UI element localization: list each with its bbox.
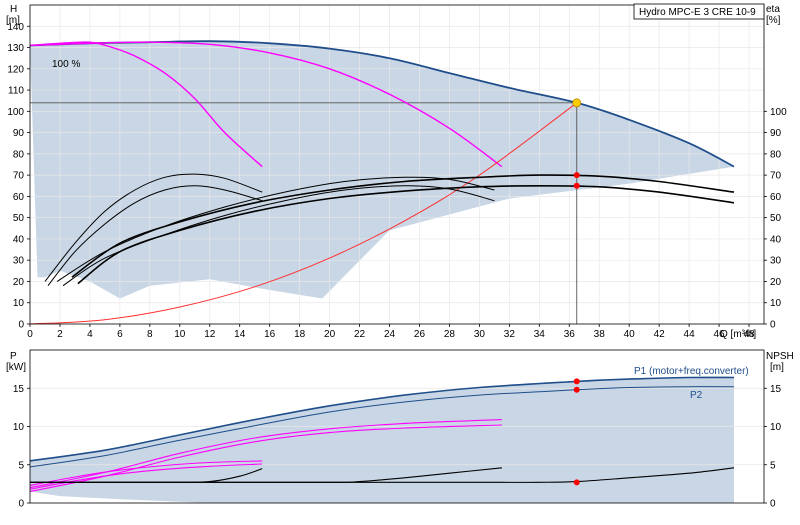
bottom-y2-axis-label: NPSH xyxy=(766,351,794,362)
x-tick-label: 24 xyxy=(384,329,396,340)
reduced_speed-curve-2 xyxy=(29,41,503,168)
x-tick-label: 4 xyxy=(87,329,93,340)
efficiency-curve-7 xyxy=(56,176,495,282)
eta-pump-marker xyxy=(573,182,580,189)
x-tick-label: 0 xyxy=(27,329,33,340)
x-tick-label: 34 xyxy=(534,329,546,340)
bottom-y2-tick-label: 0 xyxy=(770,499,776,510)
npsh-marker xyxy=(573,479,580,486)
top-y-tick-label: 70 xyxy=(13,171,25,182)
top-y-axis-label: H xyxy=(10,4,17,15)
x-tick-label: 46 xyxy=(713,329,725,340)
x-tick-label: 38 xyxy=(594,329,606,340)
efficiency-curve-8 xyxy=(47,185,263,287)
x-axis-label: Q [m³/h] xyxy=(720,329,756,340)
x-tick-label: 40 xyxy=(624,329,636,340)
x-tick-label: 42 xyxy=(654,329,666,340)
top-y2-tick-label: 40 xyxy=(770,234,782,245)
top-y2-tick-label: 70 xyxy=(770,171,782,182)
top-y2-axis-label: eta xyxy=(766,4,780,15)
bottom-y2-tick-label: 15 xyxy=(770,384,782,395)
p2-curve-1 xyxy=(29,386,735,468)
x-tick-label: 2 xyxy=(57,329,63,340)
chart-title: Hydro MPC-E 3 CRE 10-9 xyxy=(639,7,756,18)
legend-p2: P2 xyxy=(690,390,703,401)
top-y-tick-label: 50 xyxy=(13,213,25,224)
top-y-tick-label: 10 xyxy=(13,298,25,309)
bottom-y-tick-label: 15 xyxy=(13,384,25,395)
p1-curve-0 xyxy=(29,376,735,462)
p1-marker xyxy=(573,378,580,385)
x-tick-label: 26 xyxy=(414,329,426,340)
x-tick-label: 32 xyxy=(504,329,516,340)
x-tick-label: 22 xyxy=(354,329,366,340)
top-y2-tick-label: 0 xyxy=(770,320,776,331)
x-tick-label: 8 xyxy=(147,329,153,340)
top-y2-axis-unit: [%] xyxy=(766,15,781,26)
top-y2-tick-label: 90 xyxy=(770,128,782,139)
legend-p1: P1 (motor+freq.converter) xyxy=(634,366,749,377)
top-y-tick-label: 0 xyxy=(18,320,24,331)
top-y-tick-label: 100 xyxy=(7,107,24,118)
x-tick-label: 20 xyxy=(324,329,336,340)
top-y-tick-label: 40 xyxy=(13,234,25,245)
x-tick-label: 10 xyxy=(174,329,186,340)
top-y2-tick-label: 100 xyxy=(770,107,787,118)
reduced_speed-curve-1 xyxy=(29,41,263,168)
bottom-y2-axis-unit: [m] xyxy=(770,362,784,373)
eta-motor-marker xyxy=(573,172,580,179)
top-y2-tick-label: 50 xyxy=(770,213,782,224)
top-y2-tick-label: 80 xyxy=(770,149,782,160)
npsh-curve-8 xyxy=(30,467,502,483)
top-y-axis-unit: [m] xyxy=(6,15,20,26)
top-y2-tick-label: 30 xyxy=(770,256,782,267)
top-y-tick-label: 60 xyxy=(13,192,25,203)
x-tick-label: 18 xyxy=(294,329,306,340)
top-y-tick-label: 120 xyxy=(7,64,24,75)
top-operating-area xyxy=(30,41,734,299)
top-y-tick-label: 110 xyxy=(8,86,24,97)
x-tick-label: 28 xyxy=(444,329,456,340)
system_curve-curve-3 xyxy=(29,102,578,325)
bottom-y-axis-unit: [kW] xyxy=(6,362,26,373)
x-tick-label: 48 xyxy=(743,329,755,340)
bottom-y2-tick-label: 10 xyxy=(770,422,782,433)
top-y2-tick-label: 60 xyxy=(770,192,782,203)
top-plot-frame xyxy=(29,4,765,325)
top-y-tick-label: 80 xyxy=(13,149,25,160)
bottom-y-tick-label: 5 xyxy=(18,460,24,471)
top-y2-tick-label: 10 xyxy=(770,298,782,309)
x-tick-label: 14 xyxy=(234,329,246,340)
efficiency-curve-9 xyxy=(44,173,263,282)
x-tick-label: 44 xyxy=(684,329,696,340)
top-y-tick-label: 130 xyxy=(7,43,24,54)
bottom-operating-area xyxy=(30,377,734,503)
top-y-tick-label: 20 xyxy=(13,277,25,288)
bottom-y-axis-label: P xyxy=(10,351,17,362)
bottom-y2-tick-label: 5 xyxy=(770,460,776,471)
top-y2-tick-label: 20 xyxy=(770,277,782,288)
p2-marker xyxy=(573,386,580,393)
x-tick-label: 12 xyxy=(204,329,216,340)
duty-point-marker xyxy=(572,98,582,108)
efficiency-curve-6 xyxy=(62,185,495,287)
x-tick-label: 16 xyxy=(264,329,276,340)
x-tick-label: 30 xyxy=(474,329,486,340)
bottom-y-tick-label: 10 xyxy=(13,422,25,433)
chart-title-box xyxy=(633,3,765,20)
x-tick-label: 36 xyxy=(564,329,576,340)
p_reduced-curve-4 xyxy=(29,460,263,486)
top-y-tick-label: 90 xyxy=(13,128,25,139)
top-y-tick-label: 30 xyxy=(13,256,25,267)
speed-label: 100 % xyxy=(52,59,80,70)
bottom-y-tick-label: 0 xyxy=(18,499,24,510)
x-tick-label: 6 xyxy=(117,329,123,340)
p_reduced-curve-5 xyxy=(29,463,263,490)
top-y-tick-label: 140 xyxy=(7,22,24,33)
